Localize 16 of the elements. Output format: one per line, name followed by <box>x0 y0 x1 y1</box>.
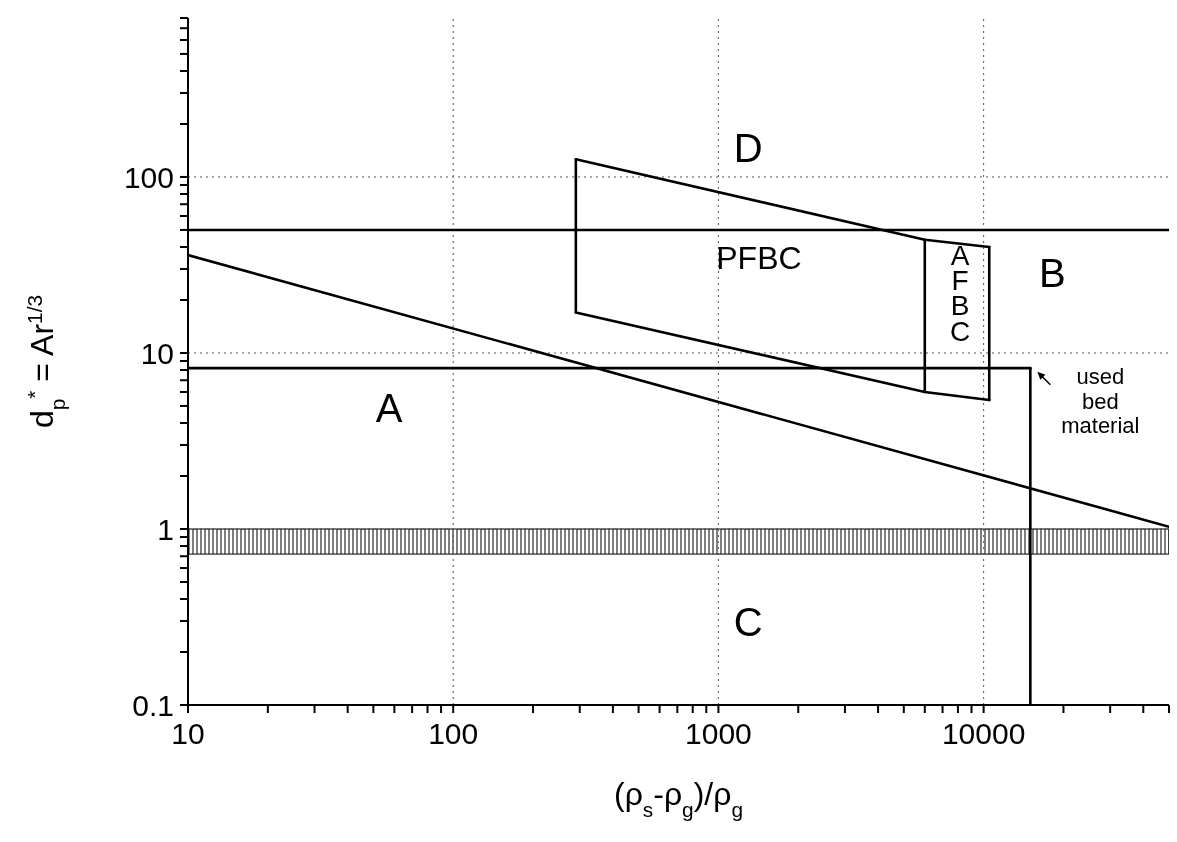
annotation: D <box>733 125 763 170</box>
y-tick-label: 0.1 <box>132 688 174 722</box>
annotation: used bed material <box>1061 363 1140 438</box>
annotation: B <box>1038 250 1066 295</box>
x-tick-label: 10 <box>171 717 205 751</box>
x-tick-label: 10000 <box>941 717 1026 751</box>
y-tick-label: 1 <box>157 512 174 546</box>
y-tick-label: 10 <box>140 336 174 370</box>
x-tick-label: 100 <box>428 717 479 751</box>
x-axis-title: (ρ$_{s}$-ρ$_{g}$)/ρ$_{g}$ <box>613 776 744 821</box>
annotation: PFBC <box>716 240 802 277</box>
x-tick-label: 1000 <box>685 717 752 751</box>
annotation: A F B C <box>949 239 971 347</box>
annotation: C <box>733 599 763 644</box>
y-tick-label: 100 <box>123 160 174 194</box>
annotation: A <box>375 385 403 430</box>
